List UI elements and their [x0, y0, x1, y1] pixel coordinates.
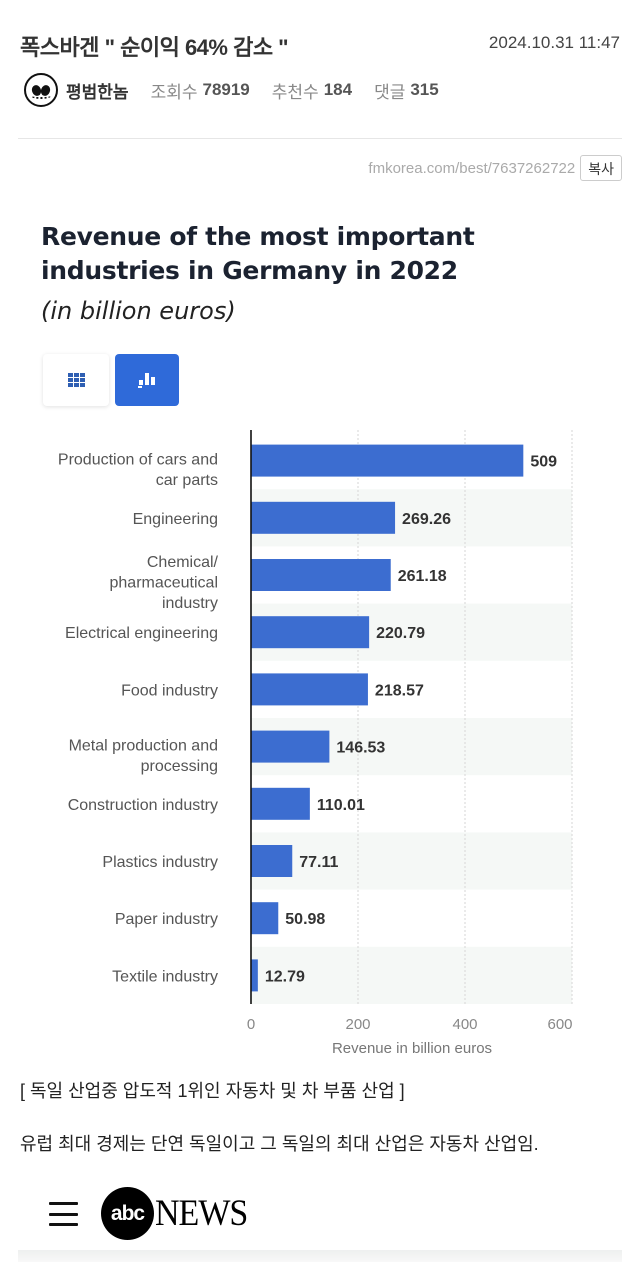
bar	[251, 787, 310, 820]
abc-logo-circle: abc	[101, 1187, 154, 1240]
chart-title: Revenue of the most important industries…	[41, 222, 475, 285]
category-label: Chemical/pharmaceutical industry	[110, 554, 219, 612]
article-paragraph: 유럽 최대 경제는 단연 독일이고 그 독일의 최대 산업은 자동차 산업임.	[20, 1134, 539, 1154]
category-label: Paper industry	[115, 911, 218, 928]
value-label: 12.79	[265, 968, 305, 985]
abc-logo-news-text: NEWS	[155, 1192, 248, 1234]
category-label: Production of cars and car parts	[58, 452, 218, 490]
category-label: Textile industry	[112, 968, 218, 985]
bar	[251, 673, 368, 706]
bars	[251, 444, 524, 992]
bar	[251, 845, 293, 877]
x-tick-label: 0	[247, 1016, 255, 1033]
views-label: 조회수	[150, 82, 198, 102]
value-label: 218.57	[375, 682, 424, 699]
value-label: 50.98	[285, 911, 325, 928]
url-row: fmkorea.com/best/7637262722 복사	[368, 155, 622, 181]
category-label: Electrical engineering	[65, 625, 218, 642]
bar	[251, 902, 279, 935]
x-tick-labels: 0 200 400 600	[247, 1016, 573, 1033]
avatar[interactable]	[24, 73, 58, 107]
abc-news-logo[interactable]: abc NEWS	[101, 1187, 248, 1240]
value-label: 220.79	[376, 625, 425, 642]
comments-count[interactable]: 315	[410, 80, 439, 99]
value-label: 110.01	[317, 797, 365, 814]
value-label: 261.18	[398, 568, 447, 585]
category-label: Engineering	[133, 511, 218, 528]
author-name[interactable]: 평범한놈	[66, 82, 129, 102]
x-tick-label: 600	[547, 1016, 572, 1033]
post-title: 폭스바겐 " 순이익 64% 감소 "	[20, 35, 289, 60]
category-label: Metal production and processing	[69, 738, 218, 776]
header-divider	[18, 138, 622, 139]
table-view-button[interactable]	[43, 354, 109, 406]
article-caption: [ 독일 산업중 압도적 1위인 자동차 및 차 부품 산업 ]	[20, 1081, 405, 1101]
x-tick-label: 200	[345, 1016, 370, 1033]
post-datetime: 2024.10.31 11:47	[488, 33, 620, 52]
copy-url-button[interactable]: 복사	[580, 155, 622, 181]
bar	[251, 959, 258, 992]
avatar-mouth-icon	[31, 93, 51, 99]
hamburger-menu-icon[interactable]	[49, 1202, 78, 1226]
row-band	[251, 946, 572, 1004]
bar-chart-icon	[138, 372, 156, 388]
category-label: Plastics industry	[102, 854, 218, 871]
post-url[interactable]: fmkorea.com/best/7637262722	[368, 159, 576, 177]
category-label: Construction industry	[68, 797, 218, 814]
x-tick-label: 400	[452, 1016, 477, 1033]
recommends-label: 추천수	[271, 82, 319, 102]
value-label: 77.11	[299, 854, 338, 871]
category-labels: Production of cars and car parts Engineeri…	[58, 452, 219, 986]
grid-icon	[67, 373, 85, 387]
comments-label: 댓글	[374, 82, 406, 102]
post-meta: 평범한놈 조회수 78919 추천수 184 댓글 315	[24, 73, 461, 107]
abc-news-header: abc NEWS	[0, 1180, 640, 1250]
row-band	[251, 832, 572, 890]
value-label: 146.53	[336, 740, 385, 757]
views-count: 78919	[202, 80, 250, 99]
x-axis-title: Revenue in billion euros	[332, 1040, 492, 1057]
recommends-count: 184	[323, 80, 353, 99]
bar	[251, 616, 370, 649]
bar	[251, 501, 396, 534]
bar-chart: Production of cars and car parts Engineeri…	[58, 430, 573, 1057]
row-bands	[251, 489, 572, 1004]
value-label: 509	[530, 454, 557, 471]
bar	[251, 444, 524, 477]
header-shadow	[18, 1250, 622, 1262]
bar	[251, 559, 391, 591]
view-toggle	[43, 354, 179, 406]
category-label: Food industry	[121, 682, 218, 699]
value-labels: 509 269.26 261.18 220.79 218.57 146.53 110.01 7…	[265, 454, 557, 986]
chart-view-button[interactable]	[115, 354, 179, 406]
chart-subtitle: (in billion euros)	[41, 297, 236, 325]
value-label: 269.26	[402, 511, 451, 528]
post-header: 폭스바겐 " 순이익 64% 감소 " 2024.10.31 11:47 평범한…	[0, 0, 640, 140]
bar	[251, 730, 330, 763]
